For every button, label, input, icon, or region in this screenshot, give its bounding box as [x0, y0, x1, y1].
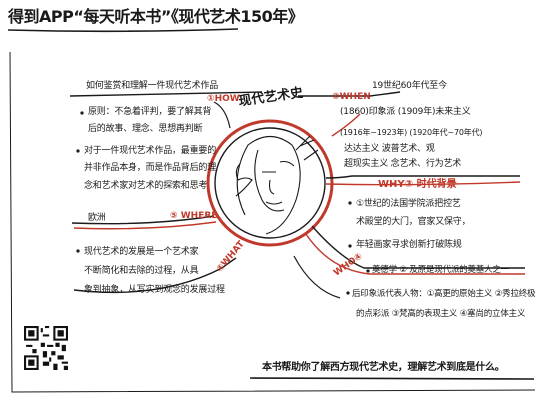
when-line-5: 超现实主义 念艺术、行为艺术	[344, 159, 462, 169]
footer-underline	[249, 377, 535, 380]
what-line-3: 象到抽象，从写实到观念的发展过程	[84, 285, 225, 295]
center-circle-outer	[206, 119, 334, 247]
when-line-1: 19世纪60年代至今	[372, 81, 447, 91]
when-line-4: 达达主义 波普艺术、观	[344, 144, 435, 154]
how-line-2: 原则：不急着评判，要了解其背	[88, 107, 212, 117]
how-line-3: 后的故事、理念、思想再判断	[88, 124, 203, 134]
how-line-5: 并非作品本身，而是作品背后的理	[84, 163, 217, 173]
header-title: 得到APP“每天听本书”《现代艺术150年》	[8, 7, 304, 26]
when-line-3: (1916年~1923年) (1920年代~70年代)	[340, 128, 483, 137]
what-line-1: 现代艺术的发展是一个艺术家	[84, 247, 199, 257]
header-underline	[7, 28, 239, 33]
what-line-2: 不断简化和去除的过程，从具	[84, 266, 199, 276]
qr-code-icon	[24, 326, 68, 370]
how-line-4: 对于一件现代艺术作品，最重要的	[84, 146, 217, 156]
who-line-2: 后印象派代表人物：①高更的原始主义 ②秀拉终极	[352, 289, 536, 299]
how-line-1: 如何鉴赏和理解一件现代艺术作品	[86, 81, 219, 91]
who-line-1: 奠德学 ② 及原是现代派的奠基人之一	[372, 265, 509, 275]
why-tag: WHY③ 时代背景	[378, 179, 457, 190]
who-line-3: 的点彩派 ③梵高的表现主义 ④塞尚的立体主义	[356, 309, 526, 319]
when-line-2: (1860)印象派 (1909年)未来主义	[340, 107, 471, 117]
center-circle-inner	[214, 127, 326, 239]
when-tag: ②WHEN	[332, 92, 371, 102]
how-tag: ①HOW	[207, 94, 240, 104]
portrait-sketch	[235, 135, 319, 235]
where-place: 欧洲	[88, 213, 106, 223]
how-line-6: 念和艺术家对艺术的探索和思考	[84, 181, 208, 191]
why-line-2: 术殿堂的大门，官家又保守，	[356, 217, 471, 227]
why-line-1: ①世纪的法国学院派把控艺	[356, 199, 461, 209]
why-line-3: 年轻画家寻求创新打破陈规	[356, 240, 462, 250]
where-tag: ⑤ WHERE	[170, 211, 218, 221]
page-frame	[9, 51, 536, 393]
footer-summary: 本书帮助你了解西方现代艺术史，理解艺术到底是什么。	[262, 362, 505, 373]
